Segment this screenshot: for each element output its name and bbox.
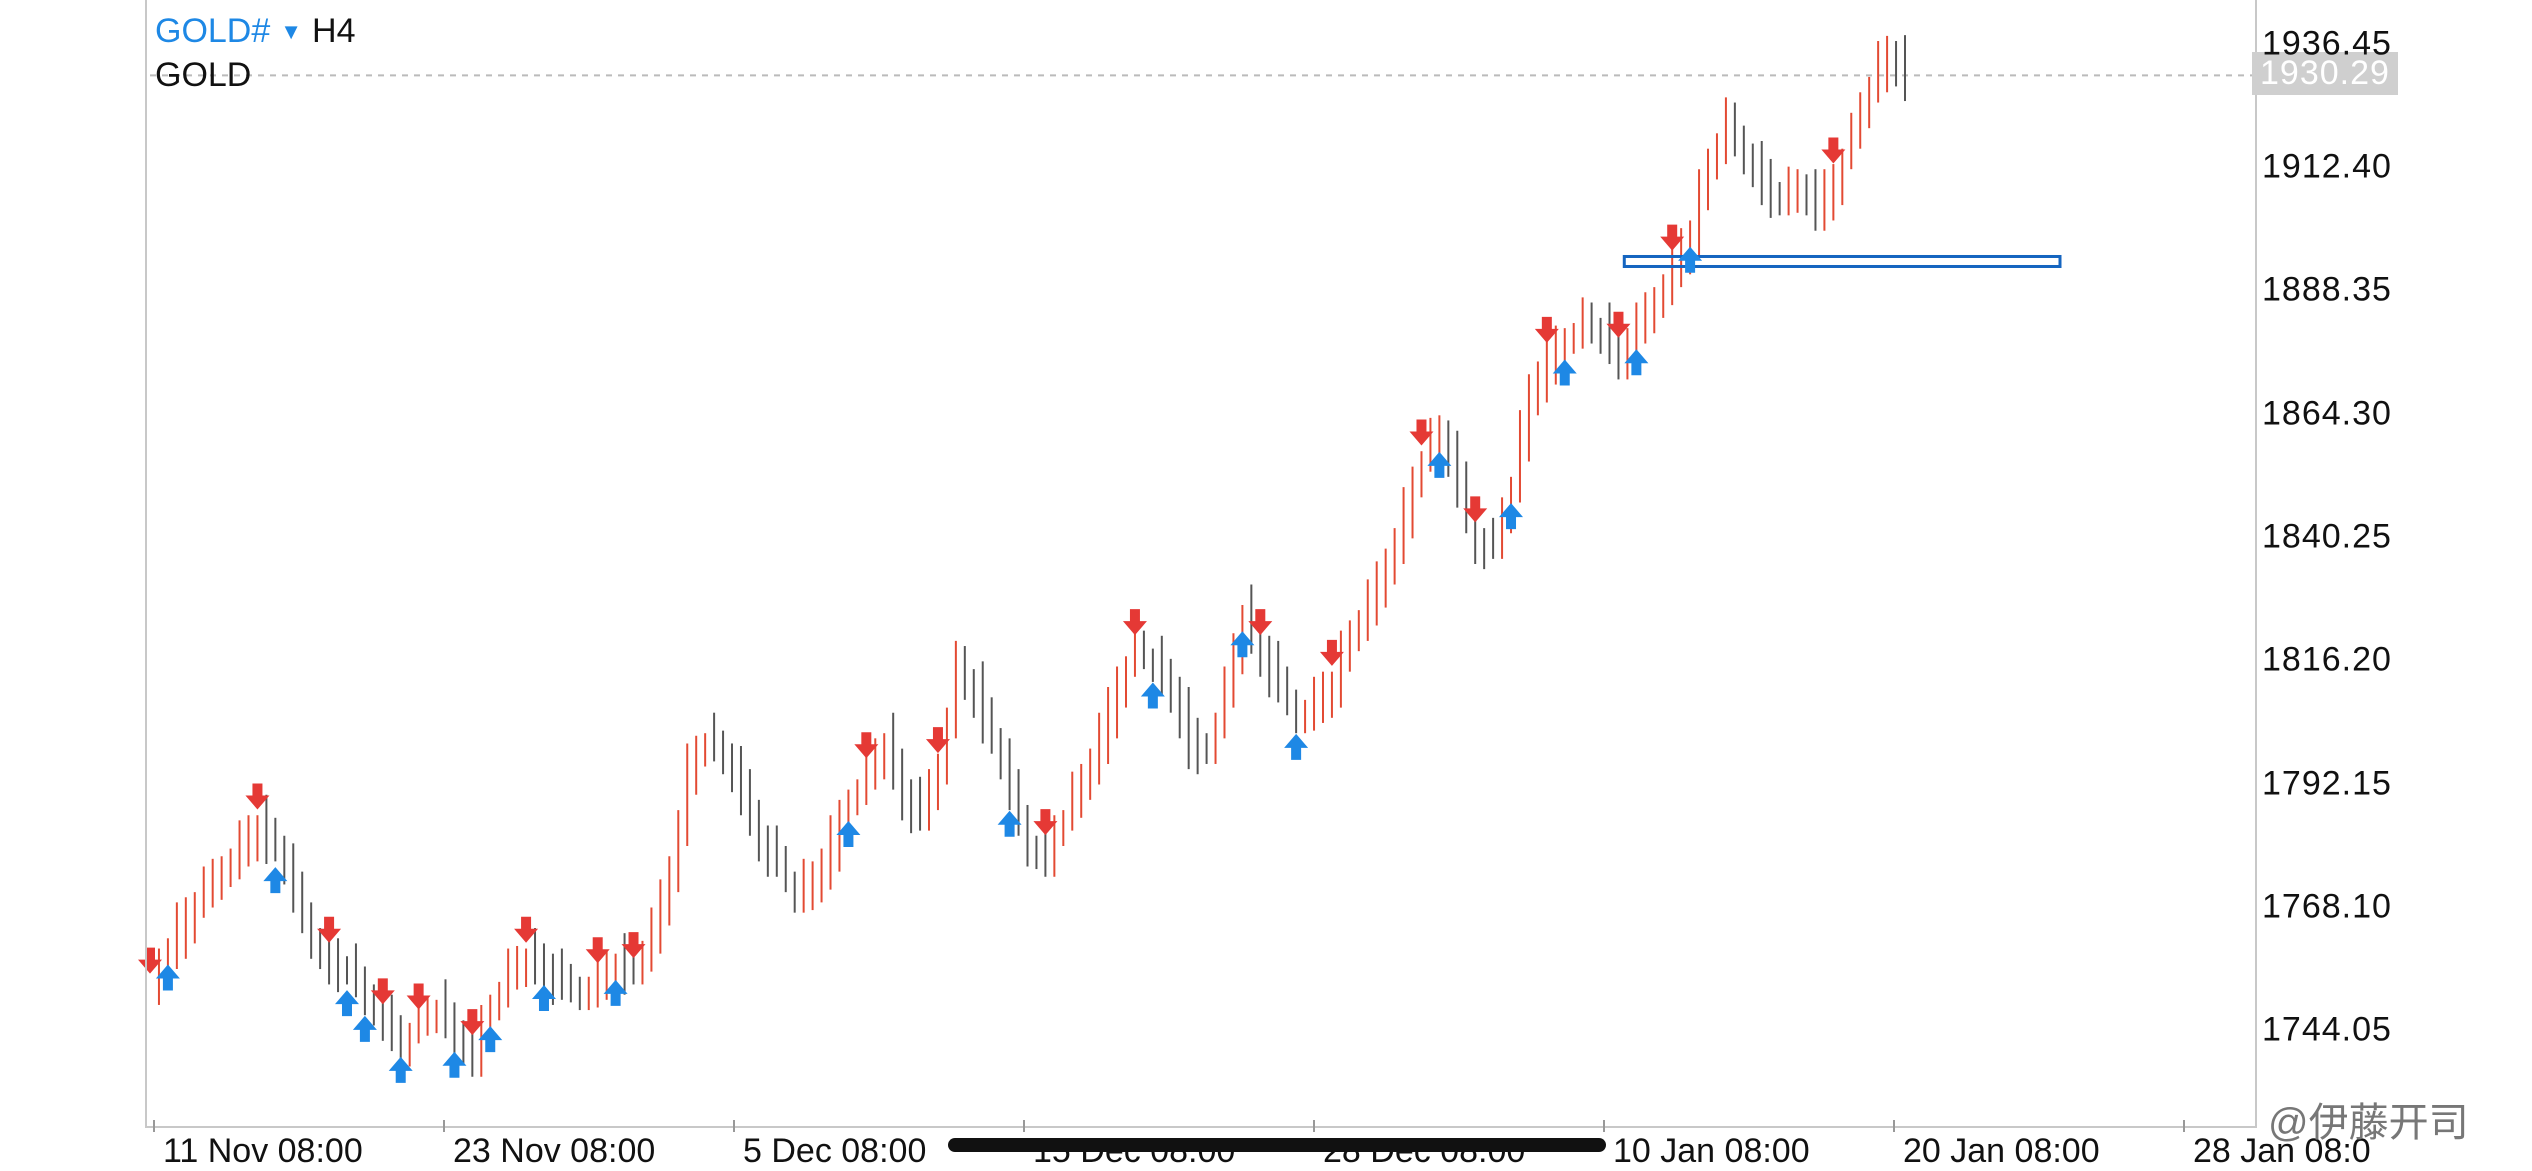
home-indicator[interactable] — [948, 1138, 1606, 1152]
time-axis-label: 10 Jan 08:00 — [1613, 1132, 1810, 1170]
price-axis-label: 1744.05 — [2262, 1010, 2392, 1049]
timeframe-label[interactable]: H4 — [312, 12, 356, 50]
sell-signal-arrow-icon — [1409, 419, 1434, 446]
sell-signal-arrow-icon — [1660, 224, 1685, 251]
sell-signal-arrow-icon — [460, 1009, 485, 1036]
sell-signal-arrow-icon — [245, 783, 270, 810]
time-axis-tick — [1313, 1120, 1315, 1132]
time-axis-label: 11 Nov 08:00 — [163, 1132, 363, 1170]
buy-signal-arrow-icon — [603, 979, 628, 1006]
price-axis-label: 1912.40 — [2262, 147, 2392, 186]
time-axis-label: 5 Dec 08:00 — [743, 1132, 927, 1170]
buy-signal-arrow-icon — [1140, 682, 1165, 709]
time-axis-tick — [733, 1120, 735, 1132]
buy-signal-arrow-icon — [352, 1015, 377, 1042]
time-axis-tick — [1893, 1120, 1895, 1132]
time-axis-tick — [153, 1120, 155, 1132]
sell-signal-arrow-icon — [1319, 639, 1344, 666]
zone-rectangle — [1622, 254, 2062, 268]
symbol-name[interactable]: GOLD# — [155, 12, 271, 50]
price-axis-label: 1864.30 — [2262, 394, 2392, 433]
sell-signal-arrow-icon — [370, 978, 395, 1005]
symbol-selector[interactable]: GOLD# ▼ H4 — [155, 12, 356, 51]
buy-signal-arrow-icon — [1230, 631, 1255, 658]
sell-signal-arrow-icon — [138, 947, 162, 974]
time-axis-tick — [1603, 1120, 1605, 1132]
buy-signal-arrow-icon — [1624, 349, 1649, 376]
sell-signal-arrow-icon — [621, 932, 646, 959]
sell-signal-arrow-icon — [854, 732, 879, 759]
sell-signal-arrow-icon — [1534, 316, 1559, 343]
price-axis-label: 1936.45 — [2262, 24, 2392, 63]
sell-signal-arrow-icon — [1606, 311, 1631, 338]
buy-signal-arrow-icon — [1427, 451, 1452, 478]
watermark: @伊藤开司 — [2268, 1101, 2469, 1145]
buy-signal-arrow-icon — [334, 990, 359, 1017]
buy-signal-arrow-icon — [836, 820, 861, 847]
buy-signal-arrow-icon — [263, 867, 288, 894]
buy-signal-arrow-icon — [1678, 246, 1703, 273]
time-axis-label: 23 Nov 08:00 — [453, 1132, 656, 1170]
time-axis-label: 20 Jan 08:00 — [1903, 1132, 2100, 1170]
sell-signal-arrow-icon — [317, 916, 342, 943]
sell-signal-arrow-icon — [1033, 809, 1058, 836]
time-axis-label: 28 Jan 08:0 — [2193, 1132, 2371, 1170]
buy-signal-arrow-icon — [1284, 733, 1309, 760]
time-axis-tick — [2183, 1120, 2185, 1132]
sell-signal-arrow-icon — [1122, 609, 1147, 636]
buy-signal-arrow-icon — [1552, 359, 1577, 386]
sell-signal-arrow-icon — [1463, 496, 1488, 523]
sell-signal-arrow-icon — [925, 727, 950, 754]
price-axis-label: 1888.35 — [2262, 270, 2392, 309]
time-axis-tick — [1023, 1120, 1025, 1132]
sell-signal-arrow-icon — [406, 983, 431, 1010]
sell-signal-arrow-icon — [1821, 137, 1846, 164]
price-axis-label: 1840.25 — [2262, 517, 2392, 556]
current-price-label: 1930.29 — [2252, 52, 2398, 95]
buy-signal-arrow-icon — [388, 1056, 413, 1083]
sell-signal-arrow-icon — [514, 916, 539, 943]
price-axis-label: 1792.15 — [2262, 764, 2392, 803]
buy-signal-arrow-icon — [442, 1051, 467, 1078]
buy-signal-arrow-icon — [155, 964, 180, 991]
chevron-down-icon[interactable]: ▼ — [280, 18, 303, 44]
buy-signal-arrow-icon — [478, 1026, 503, 1053]
buy-signal-arrow-icon — [1499, 503, 1524, 530]
chart-frame[interactable] — [145, 0, 2257, 1128]
symbol-description: GOLD — [155, 56, 252, 94]
sell-signal-arrow-icon — [1248, 609, 1273, 636]
price-axis-label: 1816.20 — [2262, 640, 2392, 679]
buy-signal-arrow-icon — [997, 810, 1022, 837]
sell-signal-arrow-icon — [585, 937, 610, 964]
buy-signal-arrow-icon — [531, 985, 556, 1012]
time-axis-tick — [443, 1120, 445, 1132]
price-axis-label: 1768.10 — [2262, 887, 2392, 926]
